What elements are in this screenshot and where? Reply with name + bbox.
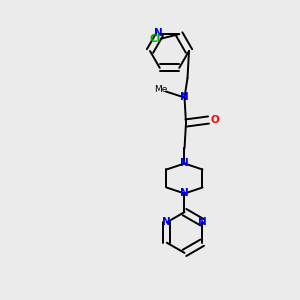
Text: Cl: Cl <box>150 34 161 44</box>
Text: N: N <box>154 28 163 38</box>
Text: N: N <box>180 158 189 169</box>
Text: N: N <box>198 217 207 227</box>
Text: O: O <box>210 115 219 125</box>
Text: N: N <box>180 188 189 199</box>
Text: N: N <box>180 92 189 103</box>
Text: N: N <box>162 217 171 227</box>
Text: Me: Me <box>154 85 167 94</box>
